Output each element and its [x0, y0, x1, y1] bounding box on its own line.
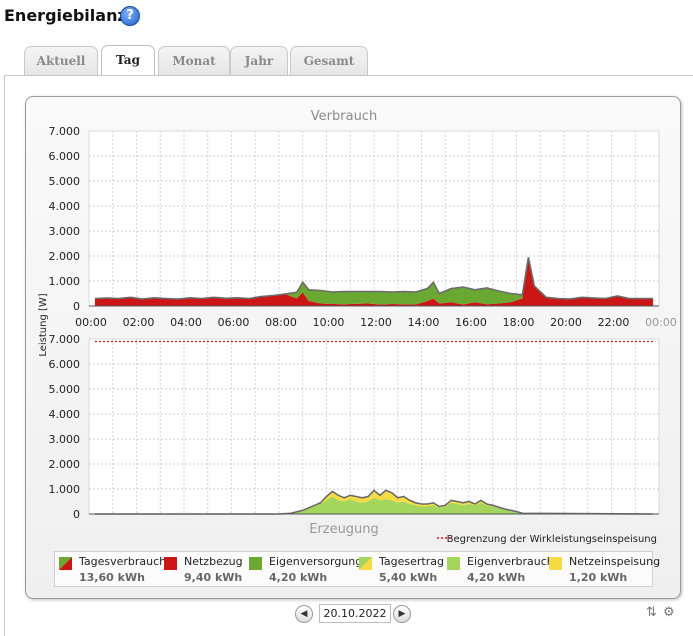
tab-aktuell[interactable]: Aktuell	[24, 46, 98, 75]
tab-monat[interactable]: Monat	[158, 46, 230, 75]
x-tick-label: 08:00	[265, 316, 297, 329]
x-tick-label: 16:00	[455, 316, 487, 329]
triangle-left-icon[interactable]: ◀	[295, 605, 313, 623]
y-tick-label: 0	[73, 300, 80, 313]
green-swatch-icon	[249, 557, 262, 570]
y-tick-label: 1.000	[49, 275, 81, 288]
tab-tag[interactable]: Tag	[101, 45, 155, 76]
y-tick-label: 7.000	[49, 333, 81, 346]
y-tick-label: 7.000	[49, 125, 81, 138]
x-tick-label: 20:00	[550, 316, 582, 329]
split-yellow-green-icon	[359, 557, 372, 570]
x-tick-label: 00:00	[645, 316, 677, 329]
area-series-netzbezug	[94, 257, 654, 306]
x-tick-label: 06:00	[218, 316, 250, 329]
y-tick-label: 2.000	[49, 250, 81, 263]
x-tick-label: 22:00	[598, 316, 630, 329]
content-panel	[4, 75, 693, 636]
area-series-eigenversorgung	[94, 257, 654, 305]
y-tick-label: 4.000	[49, 200, 81, 213]
legend-label: Eigenversorgung	[269, 555, 363, 568]
legend-label: Tagesverbrauch	[79, 555, 167, 568]
y-tick-label: 5.000	[49, 383, 81, 396]
y-tick-label: 4.000	[49, 408, 81, 421]
x-tick-label: 04:00	[170, 316, 202, 329]
area-series-eigenverbrauch	[94, 496, 654, 514]
x-tick-label: 10:00	[313, 316, 345, 329]
legend-value: 13,60 kWh	[79, 571, 145, 584]
x-tick-label: 14:00	[408, 316, 440, 329]
y-axis-label: Leistung [W]	[38, 293, 49, 356]
legend-label: Netzbezug	[184, 555, 243, 568]
legend-label: Eigenverbrauch	[467, 555, 554, 568]
yellow-swatch-icon	[549, 557, 562, 570]
legend-label: Tagesertrag	[379, 555, 444, 568]
x-tick-label: 18:00	[503, 316, 535, 329]
total-outline-line	[94, 257, 654, 300]
legend-value: 9,40 kWh	[184, 571, 243, 584]
tab-gesamt[interactable]: Gesamt	[290, 46, 368, 75]
date-field[interactable]: 20.10.2022	[319, 604, 391, 623]
total-outline-line	[94, 489, 654, 515]
y-tick-label: 3.000	[49, 225, 81, 238]
y-tick-label: 2.000	[49, 458, 81, 471]
page-title: Energiebilanz	[4, 6, 127, 25]
chart-tools: ⇅ ⚙	[646, 605, 675, 620]
x-tick-label: 12:00	[360, 316, 392, 329]
y-tick-label: 0	[73, 508, 80, 521]
legend-value: 4,20 kWh	[467, 571, 526, 584]
tab-jahr[interactable]: Jahr	[230, 46, 288, 75]
red-swatch-icon	[164, 557, 177, 570]
area-series-netzeinspeisung	[94, 490, 654, 514]
y-tick-label: 3.000	[49, 433, 81, 446]
legend: Tagesverbrauch 13,60 kWh Netzbezug 9,40 …	[54, 551, 660, 587]
legend-value: 4,20 kWh	[269, 571, 328, 584]
help-icon[interactable]: ?	[120, 6, 140, 26]
limit-label: Begrenzung der Wirkleistungseinspeisung	[447, 534, 657, 545]
lightgreen-swatch-icon	[447, 557, 460, 570]
legend-label: Netzeinspeisung	[569, 555, 661, 568]
y-tick-label: 1.000	[49, 483, 81, 496]
gear-icon[interactable]: ⚙	[663, 605, 675, 620]
legend-value: 5,40 kWh	[379, 571, 438, 584]
sort-icon[interactable]: ⇅	[646, 605, 657, 620]
x-tick-label: 00:00	[75, 316, 107, 329]
x-tick-label: 02:00	[123, 316, 155, 329]
y-tick-label: 6.000	[49, 358, 81, 371]
chart-title-erzeugung: Erzeugung	[309, 522, 379, 537]
chart-title-verbrauch: Verbrauch	[311, 109, 377, 124]
triangle-right-icon[interactable]: ▶	[393, 605, 411, 623]
legend-value: 1,20 kWh	[569, 571, 628, 584]
split-red-green-icon	[59, 557, 72, 570]
y-tick-label: 6.000	[49, 150, 81, 163]
y-tick-label: 5.000	[49, 175, 81, 188]
